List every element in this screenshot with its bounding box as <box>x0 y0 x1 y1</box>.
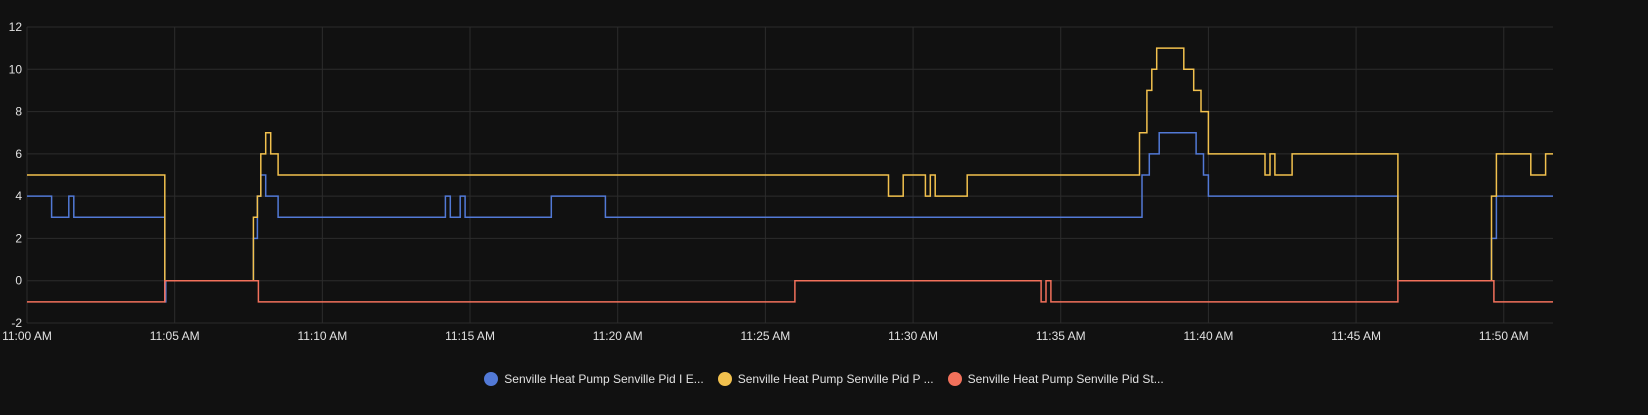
legend-swatch-icon <box>717 372 732 386</box>
x-tick-label: 11:50 AM <box>1479 329 1529 343</box>
chart-axes: -2 0 2 4 6 8 10 12 11:00 AM 11:05 AM 11:10 AM 11:15… <box>2 20 1529 343</box>
y-tick-label: 4 <box>15 189 22 203</box>
x-tick-label: 11:25 AM <box>740 329 790 343</box>
legend-label: Senville Heat Pump Senville Pid St... <box>967 372 1164 386</box>
legend-label: Senville Heat Pump Senville Pid P ... <box>737 372 934 386</box>
x-tick-label: 11:10 AM <box>297 329 347 343</box>
chart-series <box>27 47 1553 303</box>
y-tick-label: 0 <box>15 274 22 288</box>
y-tick-label: 10 <box>9 62 23 76</box>
x-tick-label: 11:40 AM <box>1184 329 1234 343</box>
x-tick-label: 11:15 AM <box>445 329 495 343</box>
legend-label: Senville Heat Pump Senville Pid I E... <box>504 372 704 386</box>
legend-item[interactable]: Senville Heat Pump Senville Pid St... <box>947 372 1164 386</box>
y-tick-label: 2 <box>15 231 22 245</box>
line-chart: -2 0 2 4 6 8 10 12 11:00 AM 11:05 AM 11:10 AM 11:15… <box>2 20 1553 343</box>
series-line-2 <box>27 47 1553 282</box>
x-tick-label: 11:05 AM <box>150 329 200 343</box>
legend-item[interactable]: Senville Heat Pump Senville Pid P ... <box>717 372 934 386</box>
x-tick-label: 11:30 AM <box>888 329 938 343</box>
y-tick-label: 8 <box>15 105 22 119</box>
x-tick-label: 11:35 AM <box>1036 329 1086 343</box>
legend-item[interactable]: Senville Heat Pump Senville Pid I E... <box>484 372 704 386</box>
series-line-3 <box>27 279 1553 303</box>
legend-swatch-icon <box>484 372 499 386</box>
y-tick-label: 12 <box>9 20 23 34</box>
x-tick-label: 11:00 AM <box>2 329 52 343</box>
y-tick-label: -2 <box>11 316 22 330</box>
y-tick-label: 6 <box>15 147 22 161</box>
chart-legend: Senville Heat Pump Senville Pid I E... Se… <box>0 372 1648 386</box>
x-tick-label: 11:45 AM <box>1331 329 1381 343</box>
legend-swatch-icon <box>947 372 962 386</box>
x-tick-label: 11:20 AM <box>593 329 643 343</box>
